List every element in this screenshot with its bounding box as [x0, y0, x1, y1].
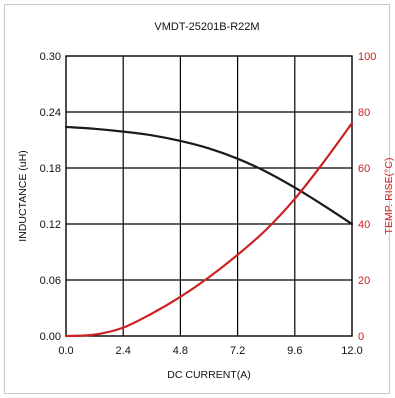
inductance-line: [64, 125, 354, 226]
x-tick-label: 7.2: [230, 345, 245, 357]
y-left-axis-label: INDUCTANCE (uH): [17, 150, 29, 241]
x-tick-label: 2.4: [116, 345, 131, 357]
y-left-tick-label: 0.18: [40, 163, 61, 175]
y-right-tick-label: 0: [358, 331, 364, 343]
y-right-axis-label: TEMP. RISE(°C): [383, 158, 395, 235]
y-right-tick-label: 100: [358, 51, 376, 63]
x-tick-labels: 0.0 2.4 4.8 7.2 9.6 12.0: [58, 345, 362, 357]
chart-title: VMDT-25201B-R22M: [154, 21, 259, 33]
chart-frame: [4, 4, 390, 394]
y-left-tick-label: 0.00: [40, 331, 61, 343]
series-lines: [64, 122, 354, 338]
y-left-tick-label: 0.12: [40, 219, 61, 231]
y-left-tick-label: 0.24: [40, 107, 61, 119]
x-axis-label: DC CURRENT(A): [167, 369, 250, 381]
y-right-tick-label: 20: [358, 275, 370, 287]
plot-area: [65, 55, 353, 337]
y-left-tick-label: 0.30: [40, 51, 61, 63]
x-tick-label: 9.6: [287, 345, 302, 357]
x-tick-label: 12.0: [341, 345, 362, 357]
y-right-tick-label: 40: [358, 219, 370, 231]
x-tick-label: 4.8: [173, 345, 188, 357]
y-left-tick-label: 0.06: [40, 275, 61, 287]
y-right-tick-labels: 0 20 40 60 80 100: [358, 51, 376, 343]
y-left-tick-labels: 0.00 0.06 0.12 0.18 0.24 0.30: [40, 51, 61, 343]
x-tick-label: 0.0: [58, 345, 73, 357]
temp-rise-line: [64, 122, 354, 338]
y-right-tick-label: 60: [358, 163, 370, 175]
y-right-tick-label: 80: [358, 107, 370, 119]
grid: [66, 56, 352, 336]
